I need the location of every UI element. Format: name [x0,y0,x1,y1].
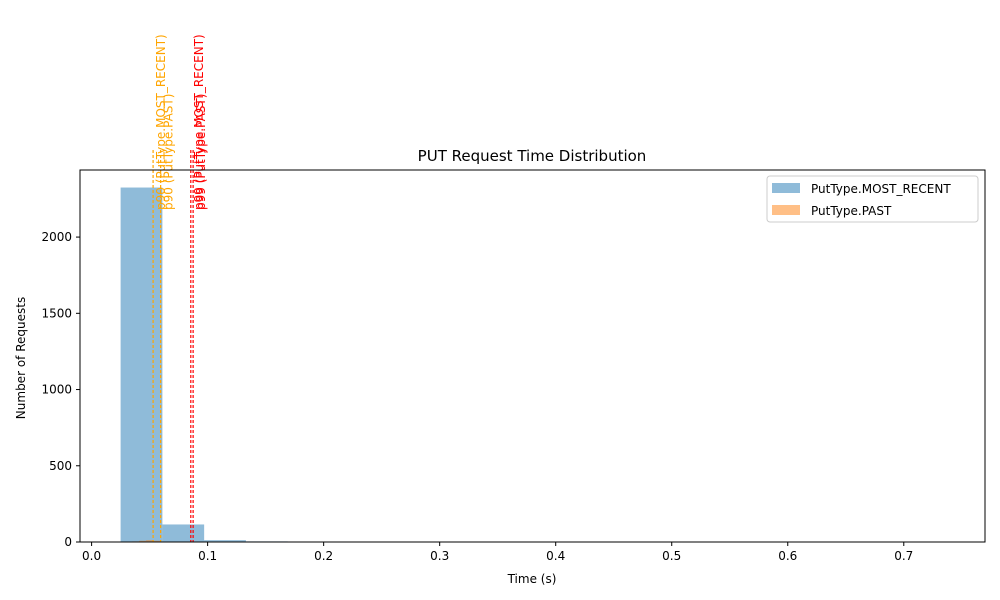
y-tick-label-2: 1000 [41,383,72,397]
legend: PutType.MOST_RECENT PutType.PAST [766,175,979,223]
reference-line-label-1: p90 (PutType.PAST) [162,94,176,210]
x-tick-label-1: 0.1 [198,549,217,563]
bar-past-2 [146,540,154,542]
y-tick-label-1: 500 [49,459,72,473]
bar-past-1 [139,540,147,542]
y-tick-label-4: 2000 [41,230,72,244]
bar-most-recent-2 [204,540,246,542]
x-tick-label-6: 0.6 [778,549,797,563]
x-axis-label: Time (s) [507,572,557,586]
x-tick-label-5: 0.5 [662,549,681,563]
bar-past-3 [153,540,161,542]
legend-label-1: PutType.PAST [811,204,892,218]
x-tick-label-3: 0.3 [430,549,449,563]
bars-layer [120,187,288,543]
legend-swatch-0 [772,183,800,193]
reference-line-label-2: p99 (PutType.MOST_RECENT) [192,34,206,210]
y-axis-label: Number of Requests [14,297,28,419]
x-tick-label-2: 0.2 [314,549,333,563]
bar-most-recent-0 [120,187,163,543]
legend-label-0: PutType.MOST_RECENT [811,182,951,196]
chart-title: PUT Request Time Distribution [418,147,647,165]
plot-frame [79,169,986,543]
y-tick-label-3: 1500 [41,306,72,320]
legend-box [766,175,979,223]
legend-swatch-1 [772,205,800,215]
y-axis-ticks: 0 500 1000 1500 2000 [41,230,80,549]
x-tick-label-4: 0.4 [546,549,565,563]
y-tick-label-0: 0 [64,535,72,549]
bar-most-recent-1 [162,524,205,542]
reference-line-label-3: p99 (PutType.PAST) [194,94,208,210]
x-tick-label-0: 0.0 [82,549,101,563]
reference-lines-layer: p90 (PutType.MOST_RECENT)p90 (PutType.PA… [152,34,208,542]
x-tick-label-7: 0.7 [894,549,913,563]
x-axis-ticks: 0.0 0.1 0.2 0.3 0.4 0.5 0.6 0.7 [82,542,913,563]
reference-line-label-0: p90 (PutType.MOST_RECENT) [154,34,168,210]
